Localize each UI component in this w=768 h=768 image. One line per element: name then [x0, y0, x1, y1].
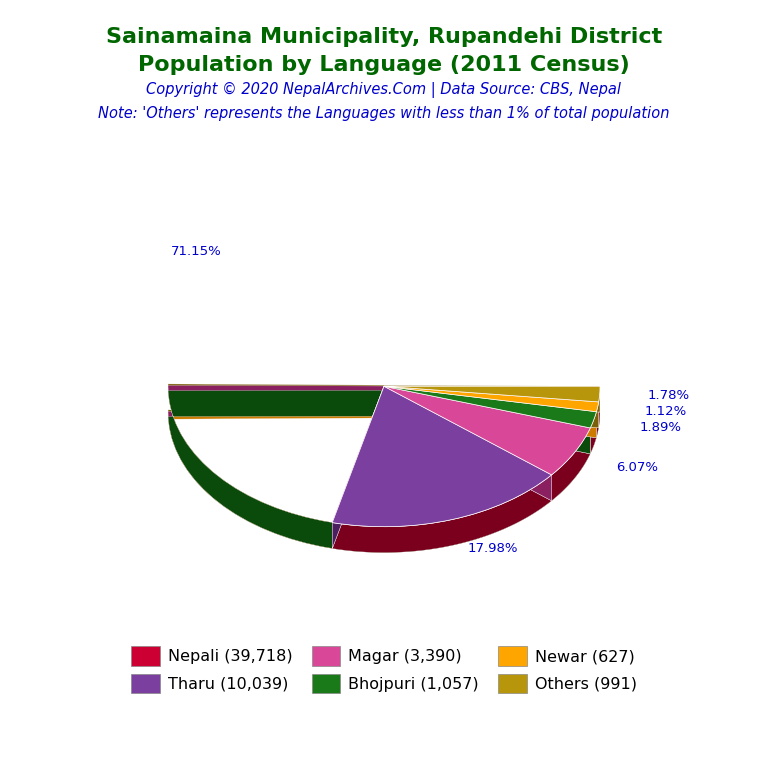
Text: 71.15%: 71.15% — [170, 245, 221, 258]
Wedge shape — [384, 386, 600, 402]
Text: 1.78%: 1.78% — [647, 389, 689, 402]
Polygon shape — [333, 386, 600, 553]
Polygon shape — [384, 386, 551, 501]
Polygon shape — [384, 386, 599, 428]
Polygon shape — [384, 386, 597, 438]
Text: 6.07%: 6.07% — [616, 461, 658, 474]
Wedge shape — [384, 386, 597, 428]
Polygon shape — [384, 386, 591, 454]
Wedge shape — [333, 386, 600, 527]
Polygon shape — [384, 386, 591, 454]
Text: Note: 'Others' represents the Languages with less than 1% of total population: Note: 'Others' represents the Languages … — [98, 106, 670, 121]
Text: 1.89%: 1.89% — [640, 421, 682, 434]
Polygon shape — [333, 386, 384, 548]
Text: 1.12%: 1.12% — [644, 405, 687, 418]
Polygon shape — [168, 386, 600, 553]
Polygon shape — [168, 384, 600, 552]
Wedge shape — [384, 386, 599, 412]
Polygon shape — [168, 390, 600, 552]
Polygon shape — [168, 391, 600, 552]
Polygon shape — [333, 386, 384, 548]
Polygon shape — [384, 386, 597, 438]
Text: Sainamaina Municipality, Rupandehi District: Sainamaina Municipality, Rupandehi Distr… — [106, 27, 662, 47]
Wedge shape — [384, 386, 591, 475]
Polygon shape — [384, 386, 600, 412]
Polygon shape — [384, 386, 599, 428]
Polygon shape — [384, 386, 600, 412]
Text: Copyright © 2020 NepalArchives.Com | Data Source: CBS, Nepal: Copyright © 2020 NepalArchives.Com | Dat… — [147, 82, 621, 98]
Text: Population by Language (2011 Census): Population by Language (2011 Census) — [138, 55, 630, 75]
Polygon shape — [384, 386, 551, 501]
Legend: Nepali (39,718), Tharu (10,039), Magar (3,390), Bhojpuri (1,057), Newar (627), O: Nepali (39,718), Tharu (10,039), Magar (… — [124, 640, 644, 700]
Text: 17.98%: 17.98% — [468, 542, 518, 555]
Polygon shape — [168, 389, 600, 548]
Wedge shape — [333, 386, 551, 527]
